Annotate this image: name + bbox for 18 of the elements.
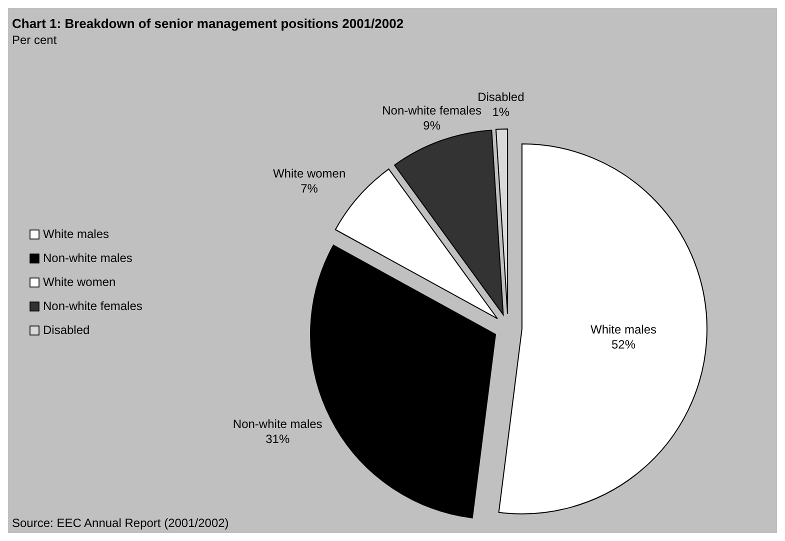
source-note: Source: EEC Annual Report (2001/2002)	[12, 516, 229, 530]
legend-label: White males	[43, 227, 110, 241]
data-label: 31%	[266, 432, 290, 446]
slice-label: Disabled	[478, 90, 524, 104]
data-label: 1%	[492, 105, 510, 120]
chart-title: Chart 1: Breakdown of senior management positions 2001/2002	[12, 16, 404, 31]
legend-label: Non-white males	[43, 251, 132, 265]
slice-label: Non-white females	[382, 103, 482, 118]
data-label: 7%	[300, 181, 318, 196]
data-label: 9%	[423, 118, 441, 132]
legend-label: Disabled	[43, 323, 90, 337]
legend-label: White women	[43, 275, 116, 289]
slice-label: White women	[272, 166, 346, 180]
slice-label: White males	[590, 322, 657, 336]
slice-label: Non-white males	[232, 417, 322, 432]
chart-subtitle: Per cent	[12, 33, 58, 47]
legend-label: Non-white females	[43, 299, 142, 313]
data-label: 52%	[612, 337, 636, 352]
